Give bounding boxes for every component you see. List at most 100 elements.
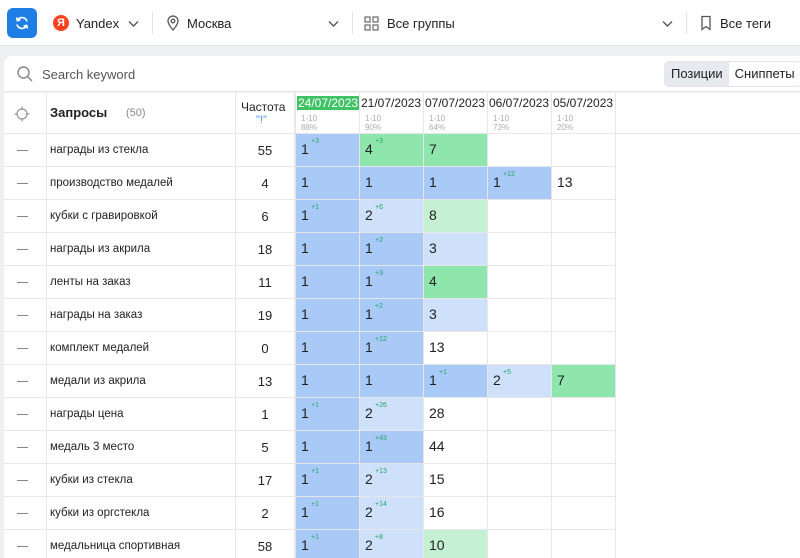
position-cell[interactable]: 1 [295, 365, 359, 398]
freq-header[interactable]: Частота [241, 100, 286, 114]
position-cell[interactable]: 15 [423, 464, 487, 497]
query-text[interactable]: производство медалей [50, 177, 173, 189]
position-cell[interactable] [551, 464, 615, 497]
position-cell[interactable] [551, 398, 615, 431]
position-cell[interactable]: 1 +3 [359, 266, 423, 299]
chevron-down-icon[interactable] [127, 17, 140, 30]
position-cell[interactable]: 44 [423, 431, 487, 464]
query-text[interactable]: ленты на заказ [50, 276, 131, 288]
position-cell[interactable]: 2 +14 [359, 497, 423, 530]
crosshair-icon[interactable] [14, 106, 30, 122]
query-text[interactable]: комплект медалей [50, 342, 150, 354]
position-cell[interactable] [487, 497, 551, 530]
position-cell[interactable]: 3 [423, 299, 487, 332]
position-cell[interactable]: 2 +8 [359, 530, 423, 558]
position-cell[interactable]: 1 +12 [487, 167, 551, 200]
table-row[interactable]: кубки с гравировкой 6 1 +1 2 +6 8 [4, 200, 616, 233]
position-cell[interactable]: 7 [551, 365, 615, 398]
position-cell[interactable] [487, 266, 551, 299]
position-cell[interactable] [487, 398, 551, 431]
table-row[interactable]: награды из акрила 18 1 1 +2 3 [4, 233, 616, 266]
position-cell[interactable]: 1 +3 [295, 134, 359, 167]
tab-snippets[interactable]: Сниппеты [734, 66, 795, 81]
position-cell[interactable]: 1 [295, 233, 359, 266]
search-engine-select[interactable]: Я Yandex [53, 0, 119, 46]
table-row[interactable]: кубки из стекла 17 1 +1 2 +13 15 [4, 464, 616, 497]
position-cell[interactable]: 16 [423, 497, 487, 530]
position-cell[interactable]: 1 +2 [359, 299, 423, 332]
collapse-dash-icon[interactable] [17, 249, 28, 250]
position-cell[interactable]: 1 +1 [295, 530, 359, 558]
collapse-dash-icon[interactable] [17, 447, 28, 448]
position-cell[interactable] [551, 497, 615, 530]
position-cell[interactable]: 2 +13 [359, 464, 423, 497]
position-cell[interactable]: 4 +3 [359, 134, 423, 167]
table-row[interactable]: медаль 3 место 5 1 1 +43 44 [4, 431, 616, 464]
table-row[interactable]: медали из акрила 13 1 1 1 +1 2 +5 7 [4, 365, 616, 398]
collapse-dash-icon[interactable] [17, 480, 28, 481]
position-cell[interactable] [487, 431, 551, 464]
position-cell[interactable]: 1 +1 [295, 200, 359, 233]
position-cell[interactable] [551, 233, 615, 266]
position-cell[interactable]: 7 [423, 134, 487, 167]
position-cell[interactable]: 2 +5 [487, 365, 551, 398]
collapse-dash-icon[interactable] [17, 546, 28, 547]
collapse-dash-icon[interactable] [17, 150, 28, 151]
collapse-dash-icon[interactable] [17, 216, 28, 217]
date-header[interactable]: 07/07/2023 [425, 96, 486, 110]
position-cell[interactable]: 1 +1 [295, 398, 359, 431]
table-row[interactable]: награды на заказ 19 1 1 +2 3 [4, 299, 616, 332]
position-cell[interactable]: 1 [295, 332, 359, 365]
search-input[interactable] [42, 62, 342, 86]
table-row[interactable]: награды цена 1 1 +1 2 +26 28 [4, 398, 616, 431]
position-cell[interactable]: 3 [423, 233, 487, 266]
table-row[interactable]: производство медалей 4 1 1 1 1 +12 13 [4, 167, 616, 200]
table-row[interactable]: медальница спортивная 58 1 +1 2 +8 10 [4, 530, 616, 558]
query-text[interactable]: кубки из оргстекла [50, 507, 150, 519]
position-cell[interactable] [487, 332, 551, 365]
tab-positions[interactable]: Позиции [665, 62, 729, 86]
position-cell[interactable]: 1 +43 [359, 431, 423, 464]
position-cell[interactable]: 1 +1 [295, 497, 359, 530]
position-cell[interactable]: 13 [551, 167, 615, 200]
table-row[interactable]: ленты на заказ 11 1 1 +3 4 [4, 266, 616, 299]
position-cell[interactable]: 1 [423, 167, 487, 200]
query-text[interactable]: кубки с гравировкой [50, 210, 158, 222]
query-text[interactable]: награды из акрила [50, 243, 151, 255]
position-cell[interactable]: 1 [295, 167, 359, 200]
position-cell[interactable]: 8 [423, 200, 487, 233]
position-cell[interactable]: 2 +26 [359, 398, 423, 431]
position-cell[interactable]: 1 +12 [359, 332, 423, 365]
position-cell[interactable] [551, 431, 615, 464]
collapse-dash-icon[interactable] [17, 282, 28, 283]
table-row[interactable]: награды из стекла 55 1 +3 4 +3 7 [4, 134, 616, 167]
position-cell[interactable]: 2 +6 [359, 200, 423, 233]
query-text[interactable]: медаль 3 место [50, 441, 135, 453]
position-cell[interactable] [487, 233, 551, 266]
position-cell[interactable] [487, 464, 551, 497]
chevron-down-icon[interactable] [327, 17, 340, 30]
position-cell[interactable]: 28 [423, 398, 487, 431]
chevron-down-icon[interactable] [661, 17, 674, 30]
position-cell[interactable]: 1 [295, 266, 359, 299]
refresh-button[interactable] [7, 8, 37, 38]
collapse-dash-icon[interactable] [17, 513, 28, 514]
position-cell[interactable]: 13 [423, 332, 487, 365]
position-cell[interactable]: 1 [359, 365, 423, 398]
position-cell[interactable]: 1 +2 [359, 233, 423, 266]
queries-header[interactable]: Запросы [50, 105, 108, 120]
query-text[interactable]: награды из стекла [50, 144, 149, 156]
position-cell[interactable] [551, 299, 615, 332]
query-text[interactable]: медальница спортивная [50, 540, 181, 552]
region-select[interactable]: Москва [166, 0, 231, 46]
position-cell[interactable] [551, 266, 615, 299]
date-header[interactable]: 21/07/2023 [361, 96, 422, 110]
position-cell[interactable] [551, 134, 615, 167]
position-cell[interactable]: 1 [359, 167, 423, 200]
position-cell[interactable]: 1 +1 [295, 464, 359, 497]
table-row[interactable]: кубки из оргстекла 2 1 +1 2 +14 16 [4, 497, 616, 530]
query-text[interactable]: медали из акрила [50, 375, 146, 387]
position-cell[interactable]: 1 [295, 299, 359, 332]
position-cell[interactable] [551, 332, 615, 365]
query-text[interactable]: кубки из стекла [50, 474, 133, 486]
